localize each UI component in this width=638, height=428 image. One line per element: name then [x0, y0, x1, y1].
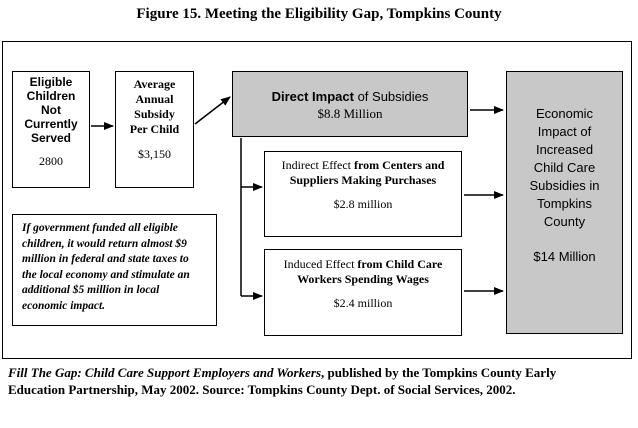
- average-subsidy-value: $3,150: [138, 147, 171, 161]
- caption-line-1: Fill The Gap: Child Care Support Employe…: [8, 364, 628, 381]
- economic-impact-box: Economic Impact of Increased Child Care …: [506, 71, 623, 334]
- direct-impact-box: Direct Impact of Subsidies $8.8 Million: [232, 71, 468, 137]
- eligible-children-value: 2800: [39, 154, 63, 168]
- subsidy-line-2: Annual: [135, 92, 174, 106]
- induced-pre: Induced Effect: [283, 257, 358, 271]
- subsidy-line-4: Per Child: [129, 122, 180, 136]
- eligible-line-1: Eligible: [29, 75, 73, 89]
- eligible-children-box: Eligible Children Not Currently Served 2…: [12, 71, 90, 188]
- induced-bold-1: from Child Care: [357, 257, 443, 271]
- economic-line-1: Economic: [535, 106, 594, 121]
- economic-line-7: County: [543, 214, 586, 229]
- induced-effect-value: $2.4 million: [333, 296, 393, 310]
- average-subsidy-box: Average Annual Subsidy Per Child $3,150: [115, 71, 194, 188]
- indirect-heading-line-1: Indirect Effect from Centers and: [265, 158, 461, 173]
- caption-line-1-rest: , published by the Tompkins County Early: [321, 365, 557, 380]
- direct-impact-bold: Direct Impact: [271, 89, 354, 104]
- diagram-frame: [2, 41, 632, 359]
- economic-line-2: Impact of: [537, 124, 592, 139]
- figure-title: Figure 15. Meeting the Eligibility Gap, …: [136, 6, 502, 22]
- economic-line-3: Increased: [535, 142, 594, 157]
- economic-impact-value: $14 Million: [533, 249, 596, 264]
- note-box: If government funded all eligible childr…: [12, 214, 217, 326]
- arrow-subsidy-to-direct: [194, 96, 231, 125]
- indirect-effect-box: Indirect Effect from Centers and Supplie…: [264, 151, 462, 237]
- source-caption: Fill The Gap: Child Care Support Employe…: [8, 364, 628, 398]
- note-line-2: children, it would return almost $9: [22, 237, 187, 250]
- economic-line-4: Child Care: [533, 160, 596, 175]
- eligible-line-5: Served: [30, 131, 72, 145]
- eligible-line-4: Currently: [24, 117, 78, 131]
- induced-effect-box: Induced Effect from Child Care Workers S…: [264, 249, 462, 336]
- direct-impact-rest: of Subsidies: [353, 89, 429, 104]
- induced-bold-2: Workers Spending Wages: [297, 272, 429, 286]
- eligible-line-3: Not: [41, 103, 61, 117]
- economic-line-6: Tompkins: [537, 196, 592, 211]
- direct-impact-heading: Direct Impact of Subsidies: [233, 88, 467, 105]
- eligible-line-2: Children: [26, 89, 76, 103]
- note-line-4: the local economy and stimulate an: [22, 268, 190, 281]
- caption-line-2: Education Partnership, May 2002. Source:…: [8, 382, 516, 397]
- economic-line-5: Subsidies in: [529, 178, 600, 193]
- note-line-6: economic impact.: [22, 299, 106, 312]
- indirect-bold-1: from Centers and: [353, 158, 445, 172]
- induced-heading-line-1: Induced Effect from Child Care: [265, 257, 461, 272]
- subsidy-line-3: Subsidy: [134, 107, 175, 121]
- indirect-pre: Indirect Effect: [281, 158, 354, 172]
- subsidy-line-1: Average: [133, 77, 176, 91]
- note-line-5: additional $5 million in local: [22, 284, 160, 296]
- caption-publication-title: Fill The Gap: Child Care Support Employe…: [8, 365, 322, 380]
- note-line-3: million in federal and state taxes to: [22, 253, 189, 265]
- indirect-effect-value: $2.8 million: [333, 197, 393, 211]
- note-line-1: If government funded all eligible: [22, 222, 178, 234]
- direct-impact-value: $8.8 Million: [317, 106, 383, 121]
- indirect-bold-2: Suppliers Making Purchases: [289, 173, 437, 187]
